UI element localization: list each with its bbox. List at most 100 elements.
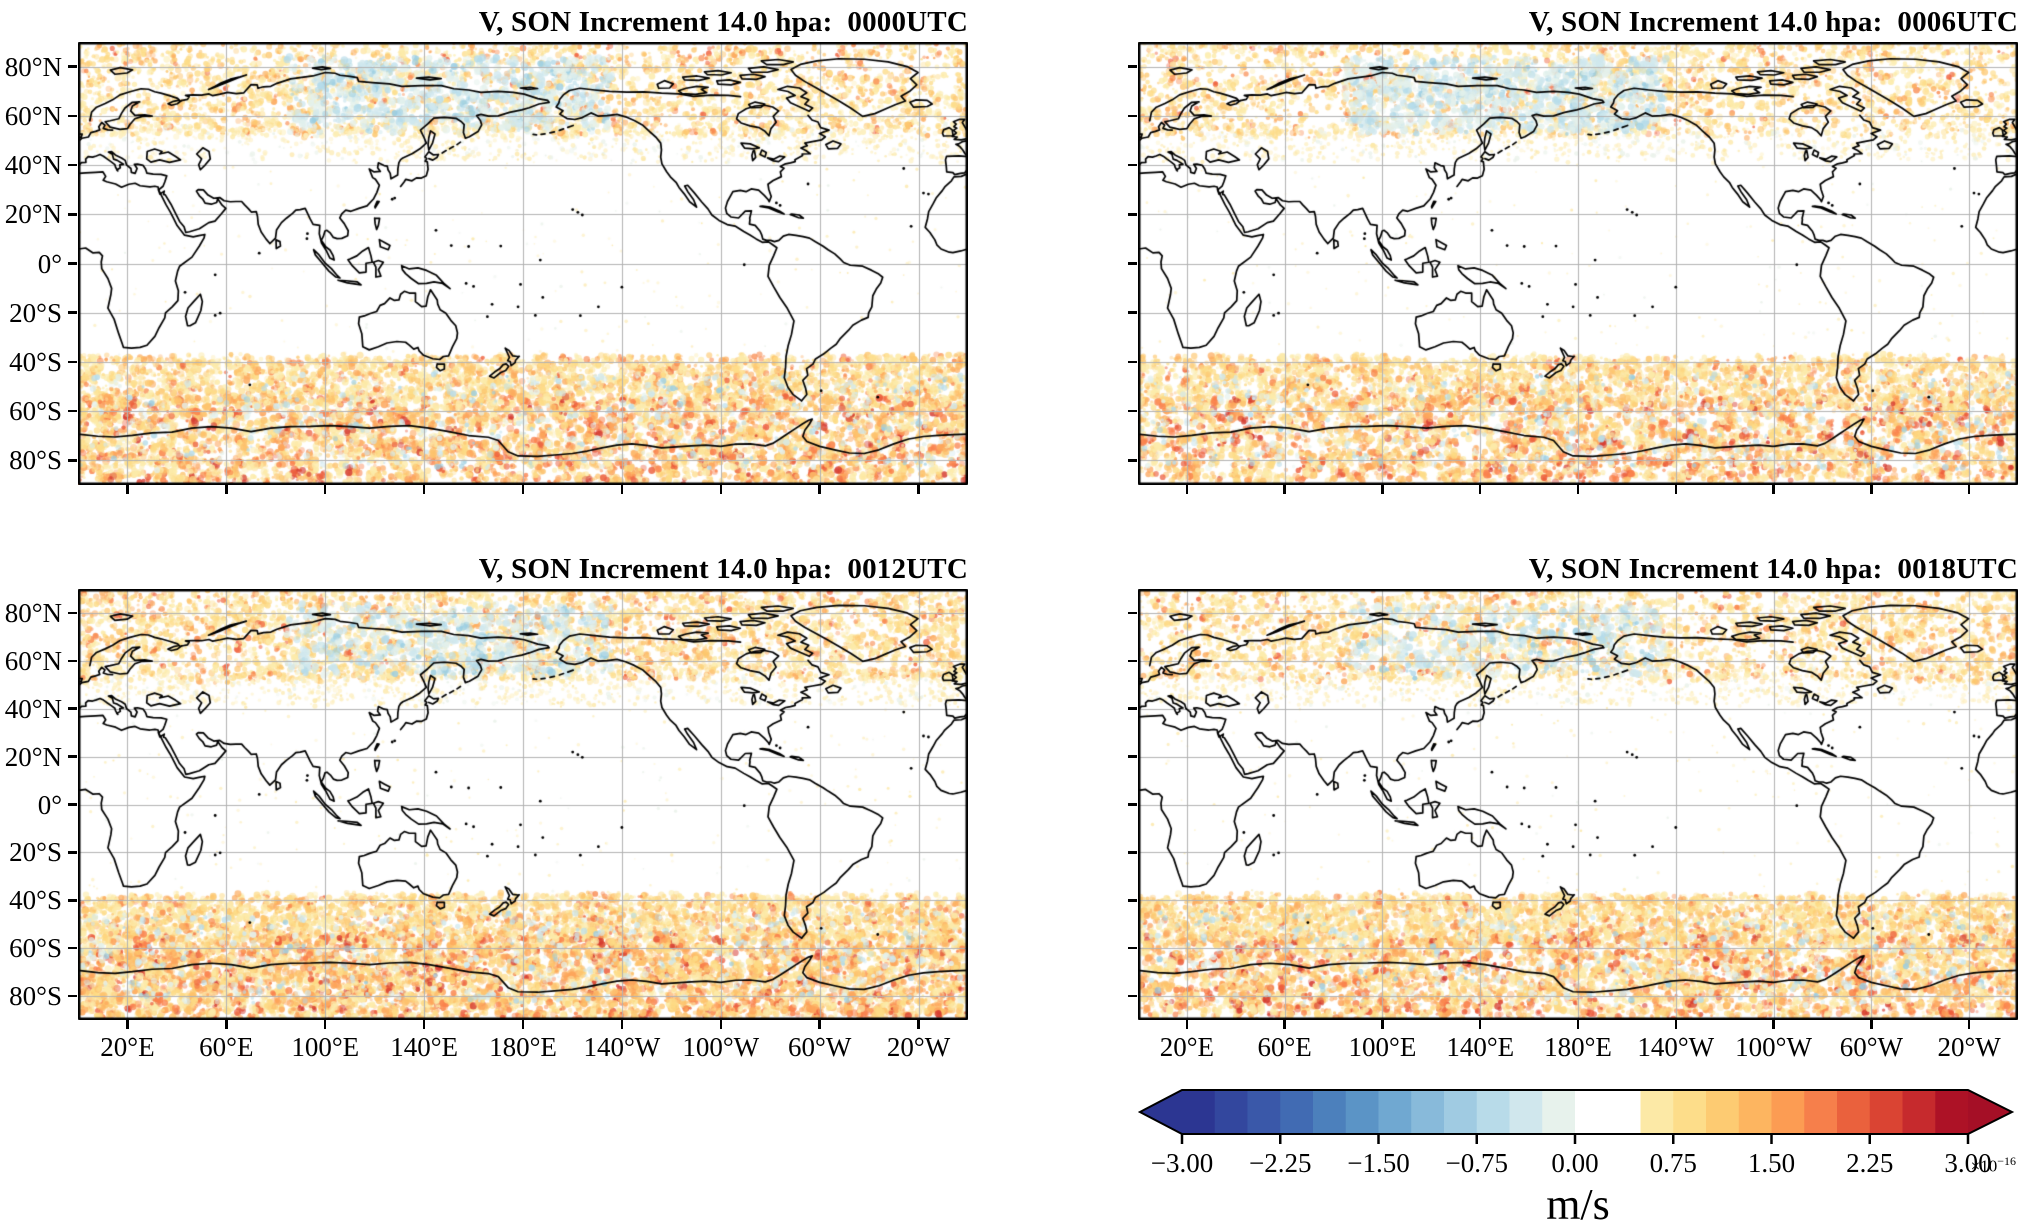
x-axis-tick: [521, 1020, 525, 1029]
colorbar-segment: [1902, 1090, 1936, 1134]
y-axis-tick: [68, 311, 77, 314]
x-axis-tick: [1870, 1020, 1873, 1029]
x-axis-tick: [1967, 485, 1971, 494]
y-axis-tick: [1128, 899, 1137, 902]
colorbar-segment: [1313, 1090, 1347, 1134]
y-axis-tick: [1128, 114, 1137, 118]
y-axis-label: 0°: [37, 248, 62, 279]
colorbar-tick-label: −2.25: [1249, 1148, 1311, 1178]
colorbar-segment: [1214, 1090, 1249, 1134]
colorbar-segment: [1738, 1090, 1773, 1134]
x-axis-label: 20°W: [886, 1032, 951, 1062]
colorbar-tick-label: 3.00: [1944, 1148, 1991, 1178]
y-axis-tick: [68, 946, 77, 950]
x-axis-label: 100°E: [291, 1032, 360, 1062]
colorbar-segment: [1247, 1090, 1281, 1134]
y-axis-label: 20°S: [9, 837, 62, 868]
y-axis-tick: [1128, 360, 1137, 364]
colorbar-segment: [1542, 1090, 1576, 1134]
y-axis-tick: [68, 262, 77, 265]
x-axis-label: 100°W: [1735, 1032, 1812, 1062]
y-axis-label: 80°N: [4, 51, 62, 82]
y-axis-label: 60°S: [9, 396, 62, 427]
colorbar-segment: [1345, 1090, 1380, 1134]
map-canvas-0018utc: [1138, 589, 2018, 1020]
x-axis-tick: [620, 485, 624, 494]
x-axis-tick: [126, 1020, 129, 1029]
x-axis-tick: [917, 485, 920, 494]
colorbar-scale-label: ×10−16: [1970, 1154, 2016, 1176]
x-axis-tick: [323, 1020, 327, 1029]
x-axis-label: 20°W: [1937, 1032, 2001, 1062]
x-axis-tick: [225, 485, 228, 494]
colorbar-segment: [1575, 1090, 1609, 1134]
y-axis-label: 20°S: [9, 297, 62, 328]
x-axis-tick: [1283, 485, 1286, 494]
colorbar-segment: [1607, 1090, 1642, 1134]
y-axis-tick: [68, 409, 77, 413]
colorbar-tick-label: 1.50: [1748, 1148, 1795, 1178]
x-axis-label: 20°E: [1159, 1032, 1215, 1062]
x-axis-tick: [1870, 485, 1873, 494]
panel-title-0000utc: V, SON Increment 14.0 hpa: 0000UTC: [478, 6, 968, 38]
y-axis-tick: [1128, 213, 1137, 216]
x-axis-tick: [1478, 485, 1482, 494]
y-axis-label: 20°N: [4, 199, 62, 230]
x-axis-tick: [323, 485, 327, 494]
x-axis-tick: [126, 485, 129, 494]
x-axis-tick: [1772, 485, 1775, 494]
x-axis-tick: [1381, 1020, 1384, 1029]
colorbar-segment: [1378, 1090, 1412, 1134]
panel-title-0018utc: V, SON Increment 14.0 hpa: 0018UTC: [1528, 553, 2018, 585]
x-axis-tick: [1185, 485, 1189, 494]
x-axis-label: 60°E: [199, 1032, 254, 1062]
x-axis-tick: [1185, 1020, 1189, 1029]
y-axis-tick: [68, 803, 77, 806]
map-canvas-0006utc: [1138, 42, 2018, 485]
x-axis-label: 140°W: [583, 1032, 661, 1062]
x-axis-tick: [1772, 1020, 1775, 1029]
colorbar-tick-label: −0.75: [1446, 1148, 1508, 1178]
x-axis-tick: [1674, 485, 1678, 494]
x-axis-label: 100°W: [682, 1032, 760, 1062]
y-axis-label: 60°N: [4, 645, 62, 676]
colorbar-segment: [1182, 1090, 1216, 1134]
y-axis-label: 20°N: [4, 741, 62, 772]
x-axis-tick: [1478, 1020, 1482, 1029]
y-axis-tick: [68, 899, 77, 902]
colorbar-bar: −3.00 −2.25 −1.50 −0.75 0.00 0.75 1.50 2.25 3.00: [1138, 1089, 2015, 1178]
y-axis-tick: [68, 65, 77, 68]
y-axis-tick: [68, 707, 77, 710]
colorbar-segment: [1673, 1090, 1707, 1134]
y-axis-label: 40°S: [9, 346, 62, 377]
y-axis-tick: [68, 163, 77, 167]
colorbar-tick-label: 0.00: [1551, 1148, 1598, 1178]
y-axis-label: 40°S: [9, 885, 62, 916]
y-axis-tick: [68, 659, 77, 663]
y-axis-tick: [68, 459, 77, 462]
panel-title-0006utc: V, SON Increment 14.0 hpa: 0006UTC: [1528, 6, 2018, 38]
y-axis-tick: [1128, 851, 1137, 854]
x-axis-tick: [818, 1020, 821, 1029]
x-axis-label: 60°W: [788, 1032, 852, 1062]
x-axis-label: 60°W: [1839, 1032, 1903, 1062]
y-axis-tick: [1128, 755, 1137, 758]
y-axis-tick: [1128, 262, 1137, 265]
x-axis-tick: [1381, 485, 1384, 494]
x-axis-tick: [422, 485, 426, 494]
y-axis-tick: [68, 851, 77, 854]
colorbar-segment: [1771, 1090, 1805, 1134]
y-axis-tick: [68, 755, 77, 758]
colorbar-segment: [1444, 1090, 1478, 1134]
y-axis-tick: [1128, 311, 1137, 314]
colorbar-segment: [1411, 1090, 1445, 1134]
x-axis-label: 140°W: [1637, 1032, 1715, 1062]
x-axis-tick: [1674, 1020, 1678, 1029]
y-axis-tick: [1128, 659, 1137, 663]
x-axis-label: 20°E: [100, 1032, 155, 1062]
y-axis-tick: [1128, 707, 1137, 710]
colorbar-segment: [1476, 1090, 1511, 1134]
x-axis-tick: [719, 485, 723, 494]
y-axis-label: 60°S: [9, 933, 62, 964]
